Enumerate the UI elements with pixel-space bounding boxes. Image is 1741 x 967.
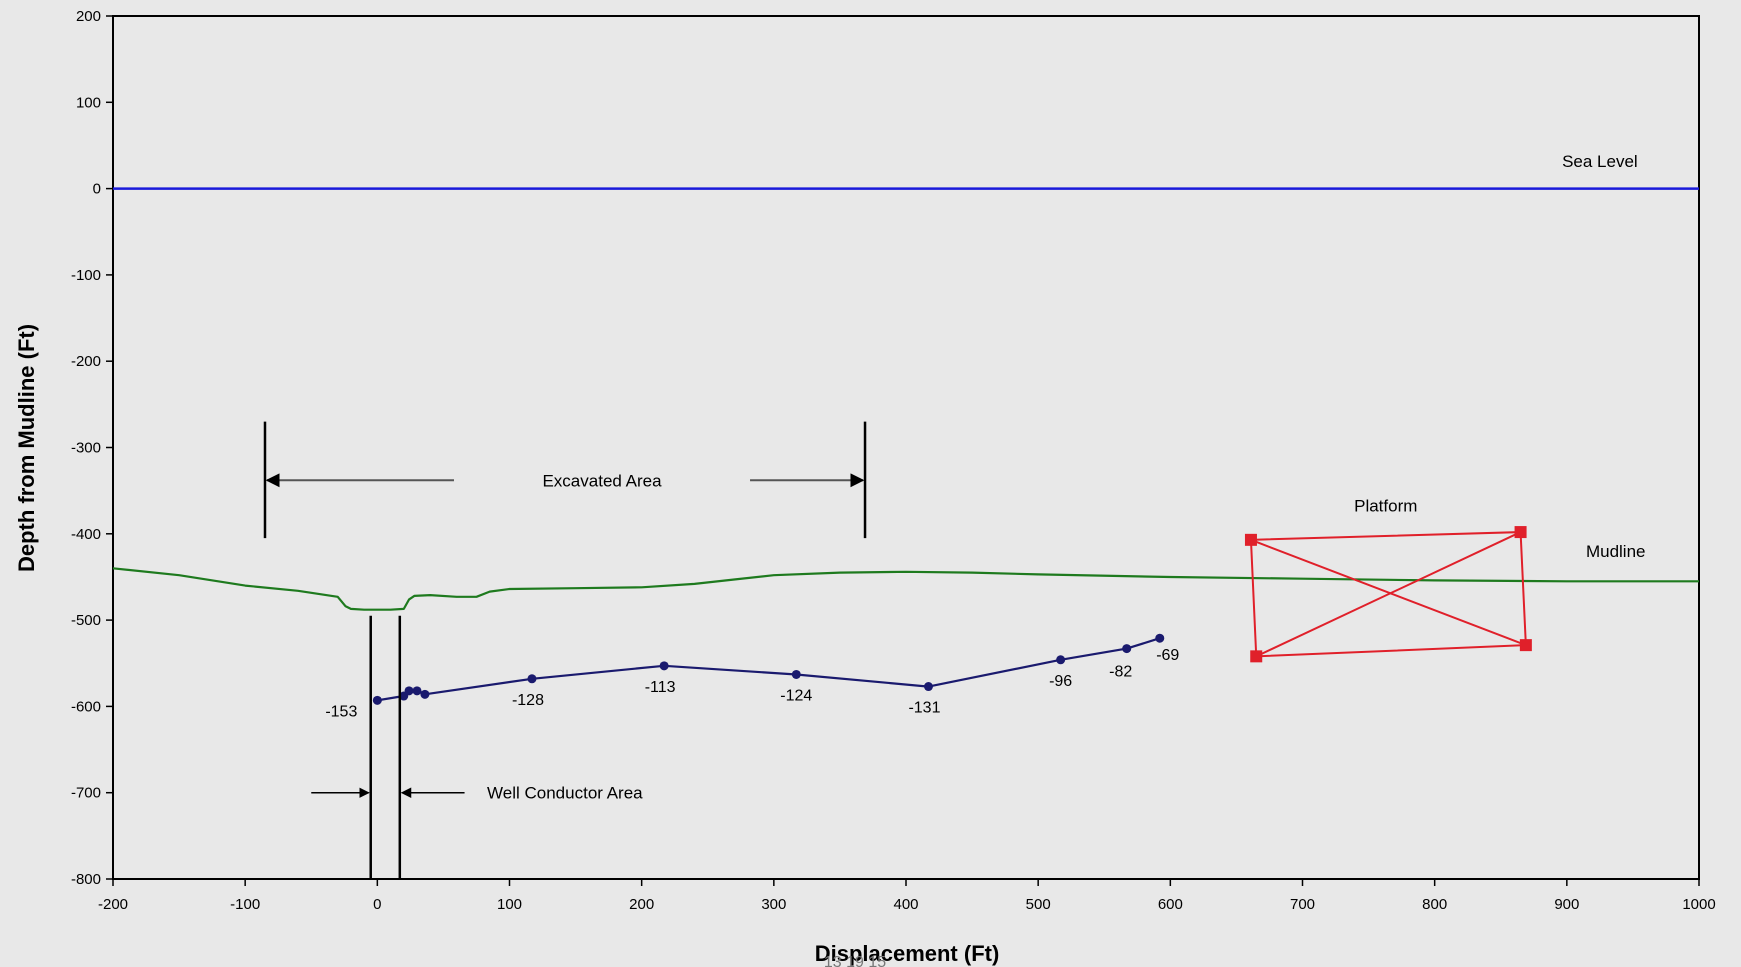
data-label: -153 bbox=[325, 703, 357, 720]
data-label: -82 bbox=[1109, 664, 1132, 681]
x-axis-title: Displacement (Ft) bbox=[815, 941, 1000, 966]
x-tick-label: 200 bbox=[629, 896, 654, 913]
series-group: -153 -128 -113 -124 -131 -96 -82 -69 bbox=[112, 187, 1699, 720]
x-tick-label: 400 bbox=[893, 896, 918, 913]
data-label: -131 bbox=[908, 700, 940, 717]
data-point bbox=[412, 686, 422, 696]
x-tick-label: 700 bbox=[1290, 896, 1315, 913]
data-point bbox=[1155, 633, 1165, 643]
x-axis: -200 -100 0 100 200 300 400 500 600 700 800 900 1000 bbox=[98, 879, 1716, 913]
platform-corner-marker bbox=[1514, 526, 1527, 539]
x-tick-label: 800 bbox=[1422, 896, 1447, 913]
sea-level-label: Sea Level bbox=[1562, 152, 1638, 171]
y-tick-label: -800 bbox=[71, 871, 101, 888]
x-tick-label: 100 bbox=[497, 896, 522, 913]
annotations-group: Sea Level Mudline Excavated Area Well Condu… bbox=[263, 152, 1646, 879]
x-tick-label: 600 bbox=[1158, 896, 1183, 913]
x-tick-label: 500 bbox=[1026, 896, 1051, 913]
data-point bbox=[1122, 644, 1132, 654]
data-label: -124 bbox=[780, 687, 812, 704]
mudline-label: Mudline bbox=[1586, 542, 1646, 561]
data-label: -96 bbox=[1049, 673, 1072, 690]
y-tick-label: -200 bbox=[71, 353, 101, 370]
mudline-line bbox=[112, 567, 1699, 611]
y-tick-label: -700 bbox=[71, 785, 101, 802]
x-tick-label: 1000 bbox=[1682, 896, 1715, 913]
data-label: -113 bbox=[645, 679, 676, 696]
y-tick-label: 100 bbox=[76, 94, 101, 111]
data-point bbox=[791, 669, 801, 679]
data-point bbox=[659, 661, 669, 671]
data-point bbox=[527, 674, 537, 684]
x-tick-label: 300 bbox=[761, 896, 786, 913]
platform-label: Platform bbox=[1354, 496, 1417, 515]
data-point bbox=[420, 689, 430, 699]
data-point bbox=[404, 686, 414, 696]
platform-brace-1 bbox=[1250, 538, 1527, 647]
footer-text: 13 19 15 bbox=[824, 954, 886, 967]
platform-corner-marker bbox=[1244, 533, 1257, 546]
y-tick-label: -300 bbox=[71, 440, 101, 457]
x-tick-label: -100 bbox=[230, 896, 260, 913]
y-tick-label: -400 bbox=[71, 526, 101, 543]
platform-corner-marker bbox=[1519, 639, 1532, 652]
y-axis: 200 100 0 -100 -200 -300 -400 -500 -600 -700 -800 bbox=[71, 8, 113, 888]
y-tick-label: -600 bbox=[71, 698, 101, 715]
data-label: -69 bbox=[1156, 647, 1179, 664]
plot-area bbox=[112, 15, 1700, 880]
data-label: -128 bbox=[512, 692, 544, 709]
excavated-area-label: Excavated Area bbox=[542, 471, 662, 490]
y-tick-label: -100 bbox=[71, 267, 101, 284]
data-point bbox=[1056, 655, 1066, 665]
x-tick-label: -200 bbox=[98, 896, 128, 913]
platform-corner-marker bbox=[1250, 650, 1263, 663]
data-point bbox=[372, 695, 382, 705]
y-tick-label: 200 bbox=[76, 8, 101, 25]
data-point bbox=[923, 682, 933, 692]
y-tick-label: 0 bbox=[93, 181, 101, 198]
platform-brace-2 bbox=[1255, 531, 1522, 658]
well-conductor-area-label: Well Conductor Area bbox=[487, 784, 643, 803]
y-tick-label: -500 bbox=[71, 612, 101, 629]
x-tick-label: 0 bbox=[373, 896, 381, 913]
y-axis-title: Depth from Mudline (Ft) bbox=[14, 324, 39, 572]
x-tick-label: 900 bbox=[1554, 896, 1579, 913]
